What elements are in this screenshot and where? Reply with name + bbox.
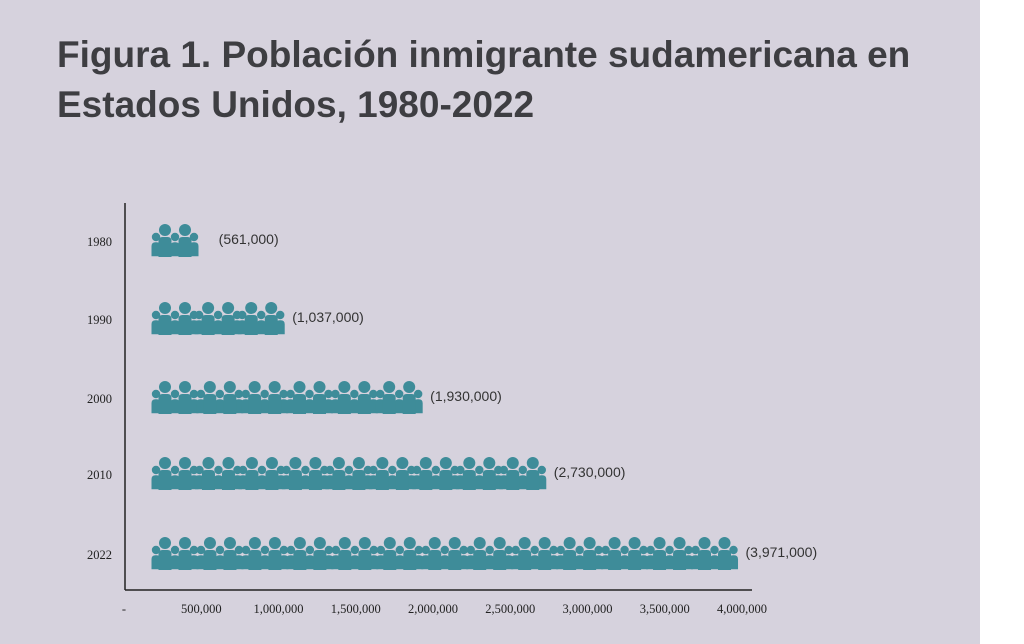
people-group-icon xyxy=(238,457,286,490)
y-tick-label: 1990 xyxy=(87,313,112,327)
people-group-icon xyxy=(281,457,329,490)
people-group-icon xyxy=(325,457,373,490)
people-group-icon xyxy=(286,381,334,414)
data-label: (1,037,000) xyxy=(292,309,364,325)
data-label: (2,730,000) xyxy=(554,464,626,480)
people-group-icon xyxy=(196,537,244,570)
data-label: (3,971,000) xyxy=(746,544,818,560)
people-group-icon xyxy=(194,457,242,490)
people-group-icon xyxy=(412,457,460,490)
people-group-icon xyxy=(151,381,199,414)
people-group-icon xyxy=(237,302,285,335)
pictogram-bar xyxy=(151,457,547,490)
people-group-icon xyxy=(646,537,694,570)
y-tick-label: 1980 xyxy=(87,235,112,249)
people-group-icon xyxy=(196,381,244,414)
people-group-icon xyxy=(151,457,199,490)
y-tick-label: 2022 xyxy=(87,548,112,562)
data-label: (1,930,000) xyxy=(430,388,502,404)
people-group-icon xyxy=(691,537,739,570)
bar-row: 1990 (1,037,000) xyxy=(87,302,364,335)
x-tick-label: 1,000,000 xyxy=(254,602,304,616)
y-tick-label: 2010 xyxy=(87,468,112,482)
x-tick-label: 2,500,000 xyxy=(485,602,535,616)
people-group-icon xyxy=(151,537,199,570)
people-group-icon xyxy=(241,381,289,414)
people-group-icon xyxy=(241,537,289,570)
y-tick-label: 2000 xyxy=(87,392,112,406)
people-group-icon xyxy=(499,457,547,490)
people-group-icon xyxy=(151,224,199,257)
people-group-icon xyxy=(455,457,503,490)
people-group-icon xyxy=(331,537,379,570)
x-tick-label: 4,000,000 xyxy=(717,602,767,616)
bar-row: 1980 (561,000) xyxy=(87,224,279,257)
pictogram-bar xyxy=(151,224,199,257)
bar-row: 2000 (1,930,000) xyxy=(87,381,502,414)
people-group-icon xyxy=(601,537,649,570)
people-group-icon xyxy=(375,381,423,414)
pictogram-bar xyxy=(151,381,423,414)
people-group-icon xyxy=(194,302,242,335)
chart-title: Figura 1. Población inmigrante sudameric… xyxy=(57,34,911,125)
x-tick-label: 3,000,000 xyxy=(563,602,613,616)
people-group-icon xyxy=(151,302,199,335)
people-group-icon xyxy=(286,537,334,570)
x-tick-label: 500,000 xyxy=(181,602,222,616)
pictogram-bar xyxy=(151,537,739,570)
people-group-icon xyxy=(466,537,514,570)
people-group-icon xyxy=(421,537,469,570)
x-tick-label: 2,000,000 xyxy=(408,602,458,616)
people-group-icon xyxy=(330,381,378,414)
pictogram-bar xyxy=(151,302,285,335)
x-tick-label: - xyxy=(122,602,126,616)
x-tick-label: 3,500,000 xyxy=(640,602,690,616)
people-group-icon xyxy=(556,537,604,570)
bar-row: 2022 (3,971,000) xyxy=(87,537,817,570)
data-label: (561,000) xyxy=(219,231,279,247)
x-tick-label: 1,500,000 xyxy=(331,602,381,616)
people-group-icon xyxy=(376,537,424,570)
bar-row: 2010 (2,730,000) xyxy=(87,457,625,490)
people-group-icon xyxy=(511,537,559,570)
people-group-icon xyxy=(368,457,416,490)
